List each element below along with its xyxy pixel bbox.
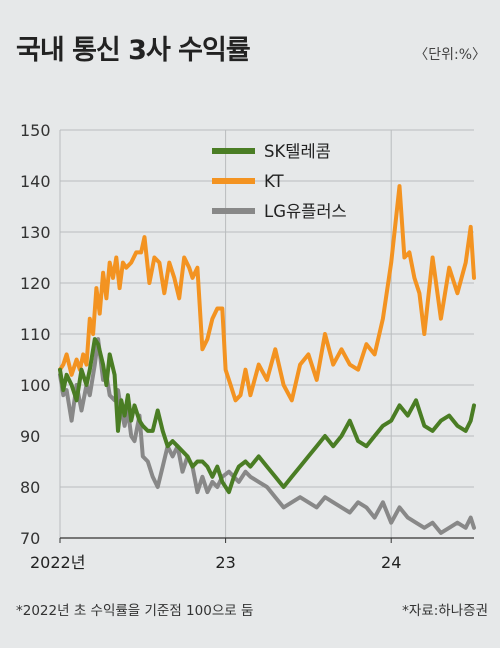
legend-label: LG유플러스 [264, 202, 347, 221]
chart-title: 국내 통신 3사 수익률 [16, 35, 251, 66]
y-tick-label: 140 [20, 172, 51, 191]
unit-label: 〈단위:%〉 [414, 47, 486, 63]
series-line-2 [58, 337, 476, 535]
series-lines [58, 184, 476, 535]
line-chart: 70 80 90 100 110 120 130 140 150 2022년 23 24 SK텔레콤… [20, 121, 476, 572]
x-axis-ticks: 2022년 23 24 [30, 537, 474, 572]
series-line-0 [58, 337, 476, 495]
x-tick-label: 24 [381, 553, 401, 572]
y-tick-label: 70 [20, 529, 40, 548]
x-tick-label: 23 [215, 553, 235, 572]
source-note: *자료:하나증권 [402, 603, 488, 619]
y-tick-label: 120 [20, 274, 51, 293]
y-axis-ticks: 70 80 90 100 110 120 130 140 150 [20, 121, 51, 548]
y-tick-label: 110 [20, 325, 51, 344]
y-tick-label: 90 [20, 427, 40, 446]
x-tick-label: 2022년 [30, 553, 85, 572]
series-line-1 [58, 184, 476, 403]
gridlines [59, 129, 474, 539]
footnote: *2022년 초 수익률을 기준점 100으로 둠 [16, 603, 254, 619]
legend: SK텔레콤 KT LG유플러스 [212, 142, 347, 221]
y-tick-label: 100 [20, 376, 51, 395]
legend-label: SK텔레콤 [264, 142, 331, 161]
y-tick-label: 150 [20, 121, 51, 140]
y-tick-label: 130 [20, 223, 51, 242]
y-tick-label: 80 [20, 478, 40, 497]
legend-label: KT [264, 172, 285, 191]
